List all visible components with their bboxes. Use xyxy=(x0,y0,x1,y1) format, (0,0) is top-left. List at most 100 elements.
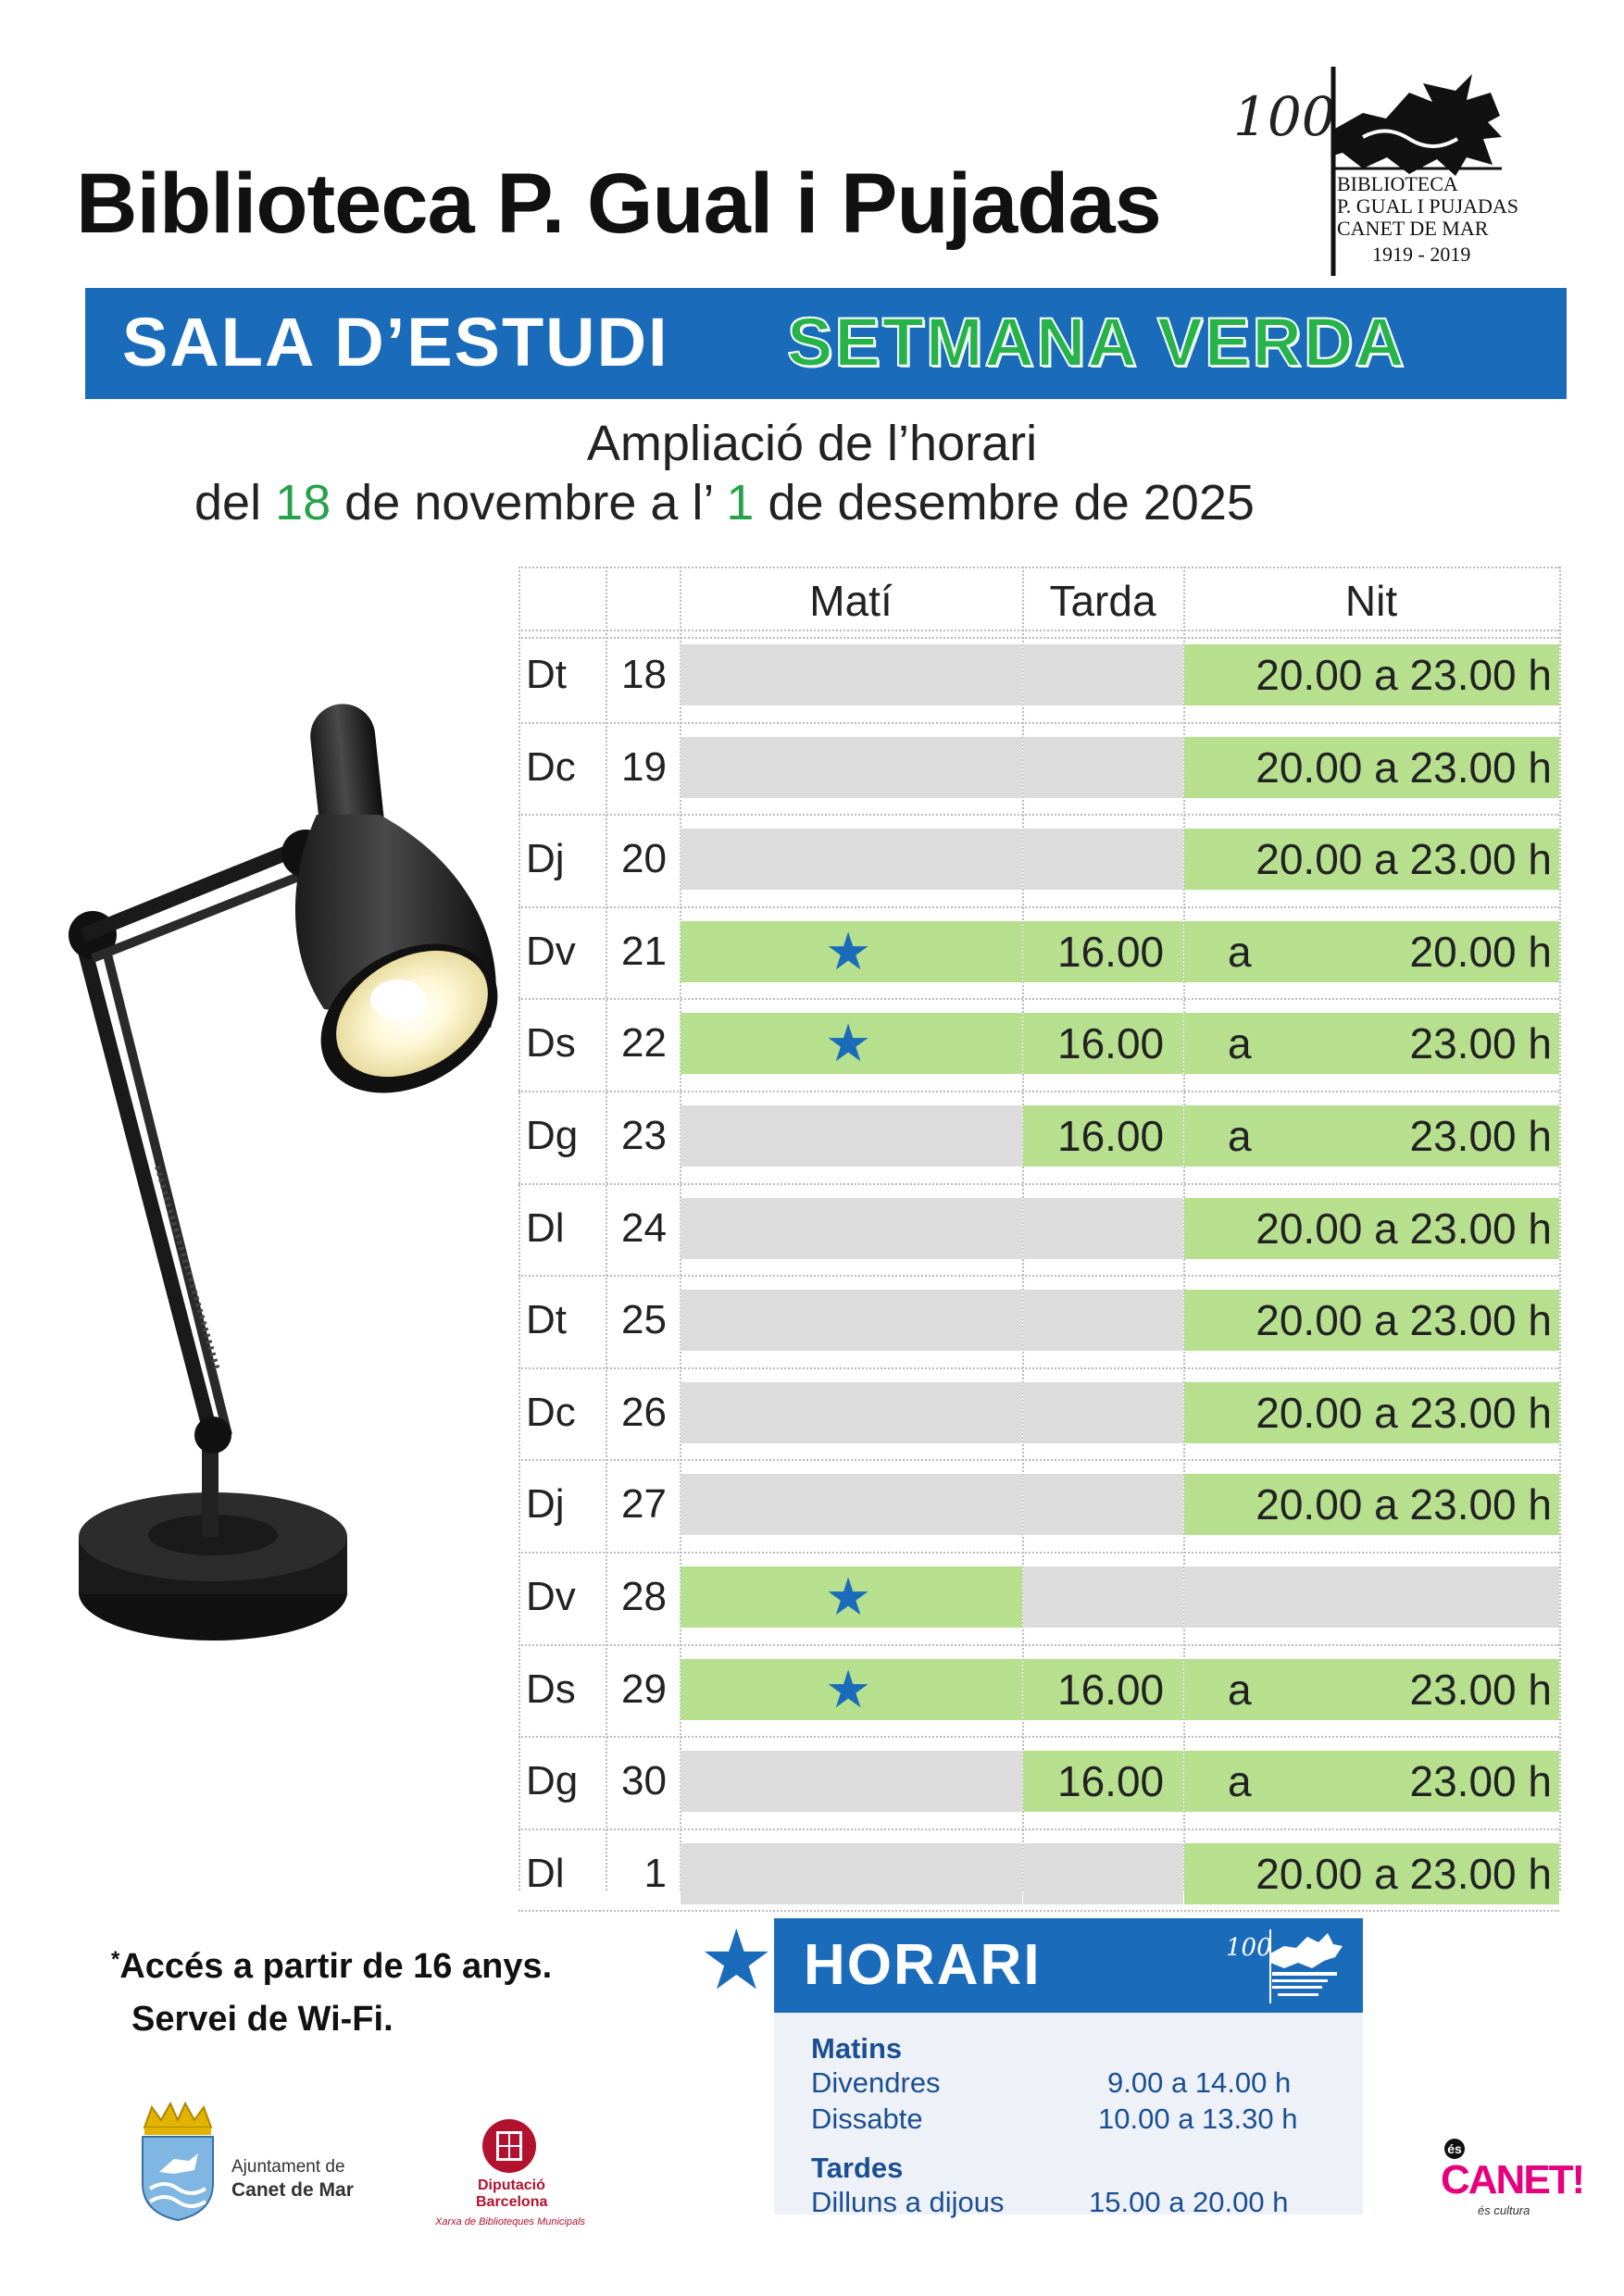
row-day-number: 25 xyxy=(621,1297,667,1343)
cell-nit xyxy=(1184,1566,1559,1628)
row-time-from: 16.00 xyxy=(1057,927,1165,976)
cell-nit xyxy=(1184,1474,1559,1536)
cell-tarda xyxy=(1023,1381,1183,1443)
banner-sala-estudi: SALA D’ESTUDI xyxy=(122,304,669,381)
row-time-from: 16.00 xyxy=(1057,1665,1165,1714)
table-grid-line xyxy=(518,567,1559,568)
row-time-to: 23.00 h xyxy=(1409,1665,1552,1714)
horari-tardes-day-1: Dilluns a dijous xyxy=(811,2186,1005,2218)
cell-nit xyxy=(1184,1658,1559,1720)
cell-tarda xyxy=(1023,1105,1183,1167)
row-time: 20.00 a 23.00 h xyxy=(1255,742,1552,792)
cell-mati xyxy=(681,1474,1022,1536)
schedule-table: Matí Tarda Nit Dt 18 20.00 a 23.00 h Dc 19 20.00… xyxy=(518,567,1561,1912)
subtitle-line-1: Ampliació de l’horari xyxy=(586,416,1038,471)
row-day-number: 24 xyxy=(621,1204,667,1251)
row-time-to: 23.00 h xyxy=(1409,1112,1552,1160)
table-grid-line xyxy=(518,1459,1559,1462)
row-weekday: Dt xyxy=(526,1297,567,1343)
cell-tarda xyxy=(1023,920,1183,982)
row-time: 20.00 a 23.00 h xyxy=(1255,1388,1552,1437)
row-time-from: 16.00 xyxy=(1057,1112,1165,1160)
row-weekday: Dc xyxy=(526,1389,576,1435)
row-day-number: 19 xyxy=(621,743,667,790)
row-weekday: Dl xyxy=(526,1204,565,1251)
table-grid-line xyxy=(1559,567,1561,1890)
note-age-text: Accés a partir de 16 anys. xyxy=(119,1947,553,1986)
row-weekday: Dg xyxy=(526,1113,579,1158)
cell-nit xyxy=(1184,1842,1559,1904)
cell-tarda xyxy=(1023,1842,1183,1904)
row-time: 20.00 a 23.00 h xyxy=(1255,1204,1552,1253)
row-time: 20.00 a 23.00 h xyxy=(1255,1296,1552,1345)
cell-nit xyxy=(1184,829,1559,891)
row-day-number: 30 xyxy=(621,1758,667,1804)
cell-tarda xyxy=(1023,644,1183,705)
cell-tarda xyxy=(1023,1566,1183,1628)
horari-logo-icon: 100 xyxy=(1226,1929,1343,2003)
row-time: 20.00 a 23.00 h xyxy=(1255,651,1552,699)
row-time: 20.00 a 23.00 h xyxy=(1255,835,1552,884)
row-day-number: 27 xyxy=(621,1481,667,1528)
table-grid-line xyxy=(518,637,1559,639)
table-grid-line xyxy=(518,905,1559,908)
row-day-number: 22 xyxy=(621,1020,667,1067)
es-cultura: és cultura xyxy=(1478,2203,1530,2217)
subtitle-start-day: 18 xyxy=(275,475,331,530)
table-grid-line xyxy=(518,1275,1559,1278)
row-time-from: 16.00 xyxy=(1057,1019,1165,1068)
column-header-nit: Nit xyxy=(1344,577,1398,625)
row-time-to: 23.00 h xyxy=(1409,1019,1552,1068)
cell-mati xyxy=(681,1842,1022,1904)
table-grid-line xyxy=(518,1736,1559,1739)
row-day-number: 28 xyxy=(621,1574,667,1619)
cell-tarda xyxy=(1023,1197,1183,1259)
table-grid-line xyxy=(518,1828,1559,1830)
row-weekday: Dl xyxy=(526,1850,565,1896)
note-age: *Accés a partir de 16 anys. xyxy=(111,1947,552,1987)
diputacio-line-1: Diputació xyxy=(478,2177,545,2193)
star-icon: ★ xyxy=(825,1659,872,1718)
table-grid-line xyxy=(518,1552,1559,1554)
cell-mati xyxy=(681,1013,1022,1075)
ajuntament-line-2: Canet de Mar xyxy=(231,2179,354,2201)
diputacio-line-2: Barcelona xyxy=(476,2194,548,2210)
horari-title: HORARI xyxy=(804,1933,1042,1997)
column-header-tarda: Tarda xyxy=(1049,577,1156,625)
cell-mati xyxy=(681,1290,1022,1352)
row-time-separator: a xyxy=(1228,1112,1252,1160)
subtitle-text-c: de desembre de 2025 xyxy=(768,475,1255,530)
row-time-from: 16.00 xyxy=(1057,1757,1165,1806)
subtitle-text-a: del xyxy=(194,475,262,530)
cell-mati xyxy=(681,736,1022,798)
horari-header xyxy=(774,1918,1363,2013)
cell-mati xyxy=(681,920,1022,982)
cell-nit xyxy=(1184,1105,1559,1167)
cell-tarda xyxy=(1023,1474,1183,1536)
table-grid-line xyxy=(518,1643,1559,1646)
logo-line-1: BIBLIOTECA xyxy=(1337,172,1458,195)
es-canet-word-text: CANET! xyxy=(1441,2157,1585,2202)
table-grid-line xyxy=(518,998,1559,1001)
cell-tarda xyxy=(1023,1290,1183,1352)
horari-matins-day-1: Divendres xyxy=(811,2066,941,2099)
row-weekday: Ds xyxy=(526,1666,576,1712)
table-grid-line xyxy=(518,567,520,1890)
table-grid-line xyxy=(518,814,1559,817)
cell-mati xyxy=(681,1658,1022,1720)
page-title: Biblioteca P. Gual i Pujadas xyxy=(76,156,1162,251)
logo-line-3: CANET DE MAR xyxy=(1337,217,1489,240)
row-weekday: Dg xyxy=(526,1758,579,1804)
star-icon: ★ xyxy=(825,921,872,980)
cell-nit xyxy=(1184,1013,1559,1075)
title-banner xyxy=(85,288,1567,399)
subtitle-end-day: 1 xyxy=(726,475,755,530)
table-grid-line xyxy=(518,1091,1559,1092)
es-canet-word: CANET! xyxy=(1441,2157,1585,2203)
cell-nit xyxy=(1184,644,1559,705)
cell-nit xyxy=(1184,1197,1559,1259)
cell-tarda xyxy=(1023,1658,1183,1720)
subtitle-text-b: de novembre a l’ xyxy=(344,475,713,530)
row-time-separator: a xyxy=(1228,1665,1252,1714)
row-day-number: 20 xyxy=(621,836,667,882)
